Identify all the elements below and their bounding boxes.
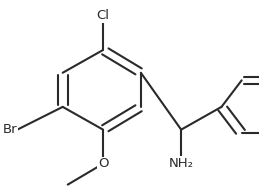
Text: Br: Br <box>3 123 17 136</box>
Text: Cl: Cl <box>96 9 109 22</box>
Text: NH₂: NH₂ <box>169 157 194 170</box>
Text: O: O <box>98 157 108 170</box>
